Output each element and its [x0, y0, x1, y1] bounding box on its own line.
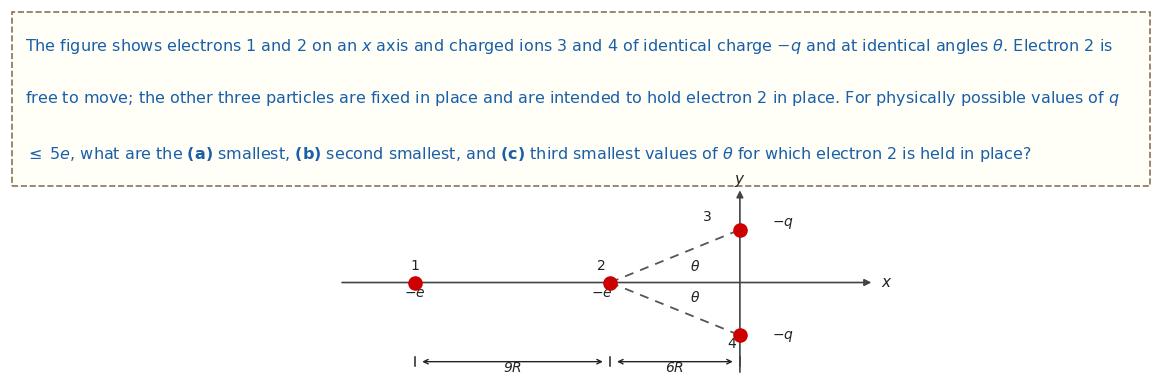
Text: 1: 1	[411, 259, 420, 273]
Text: $\leq$ 5$e$, what are the $\mathbf{(a)}$ smallest, $\mathbf{(b)}$ second smalles: $\leq$ 5$e$, what are the $\mathbf{(a)}$…	[26, 145, 1032, 164]
Text: 4: 4	[727, 337, 735, 351]
Text: $\theta$: $\theta$	[690, 290, 700, 305]
Text: 3: 3	[703, 210, 712, 224]
Point	[406, 279, 425, 286]
Text: The figure shows electrons 1 and 2 on an $x$ axis and charged ions 3 and 4 of id: The figure shows electrons 1 and 2 on an…	[26, 37, 1113, 56]
Text: $x$: $x$	[881, 275, 893, 290]
Text: $-e$: $-e$	[590, 286, 612, 300]
Point	[731, 227, 750, 233]
FancyBboxPatch shape	[12, 12, 1150, 186]
Text: $y$: $y$	[734, 173, 746, 189]
Point	[731, 332, 750, 338]
Text: $-q$: $-q$	[772, 329, 794, 344]
Text: $\theta$: $\theta$	[690, 259, 700, 274]
Text: 9$R$: 9$R$	[503, 361, 522, 375]
Text: $-e$: $-e$	[405, 286, 426, 300]
Text: free to move; the other three particles are fixed in place and are intended to h: free to move; the other three particles …	[26, 89, 1120, 108]
Text: 2: 2	[597, 259, 605, 273]
Text: $-q$: $-q$	[772, 216, 794, 231]
Point	[601, 279, 619, 286]
Text: 6$R$: 6$R$	[665, 361, 685, 375]
